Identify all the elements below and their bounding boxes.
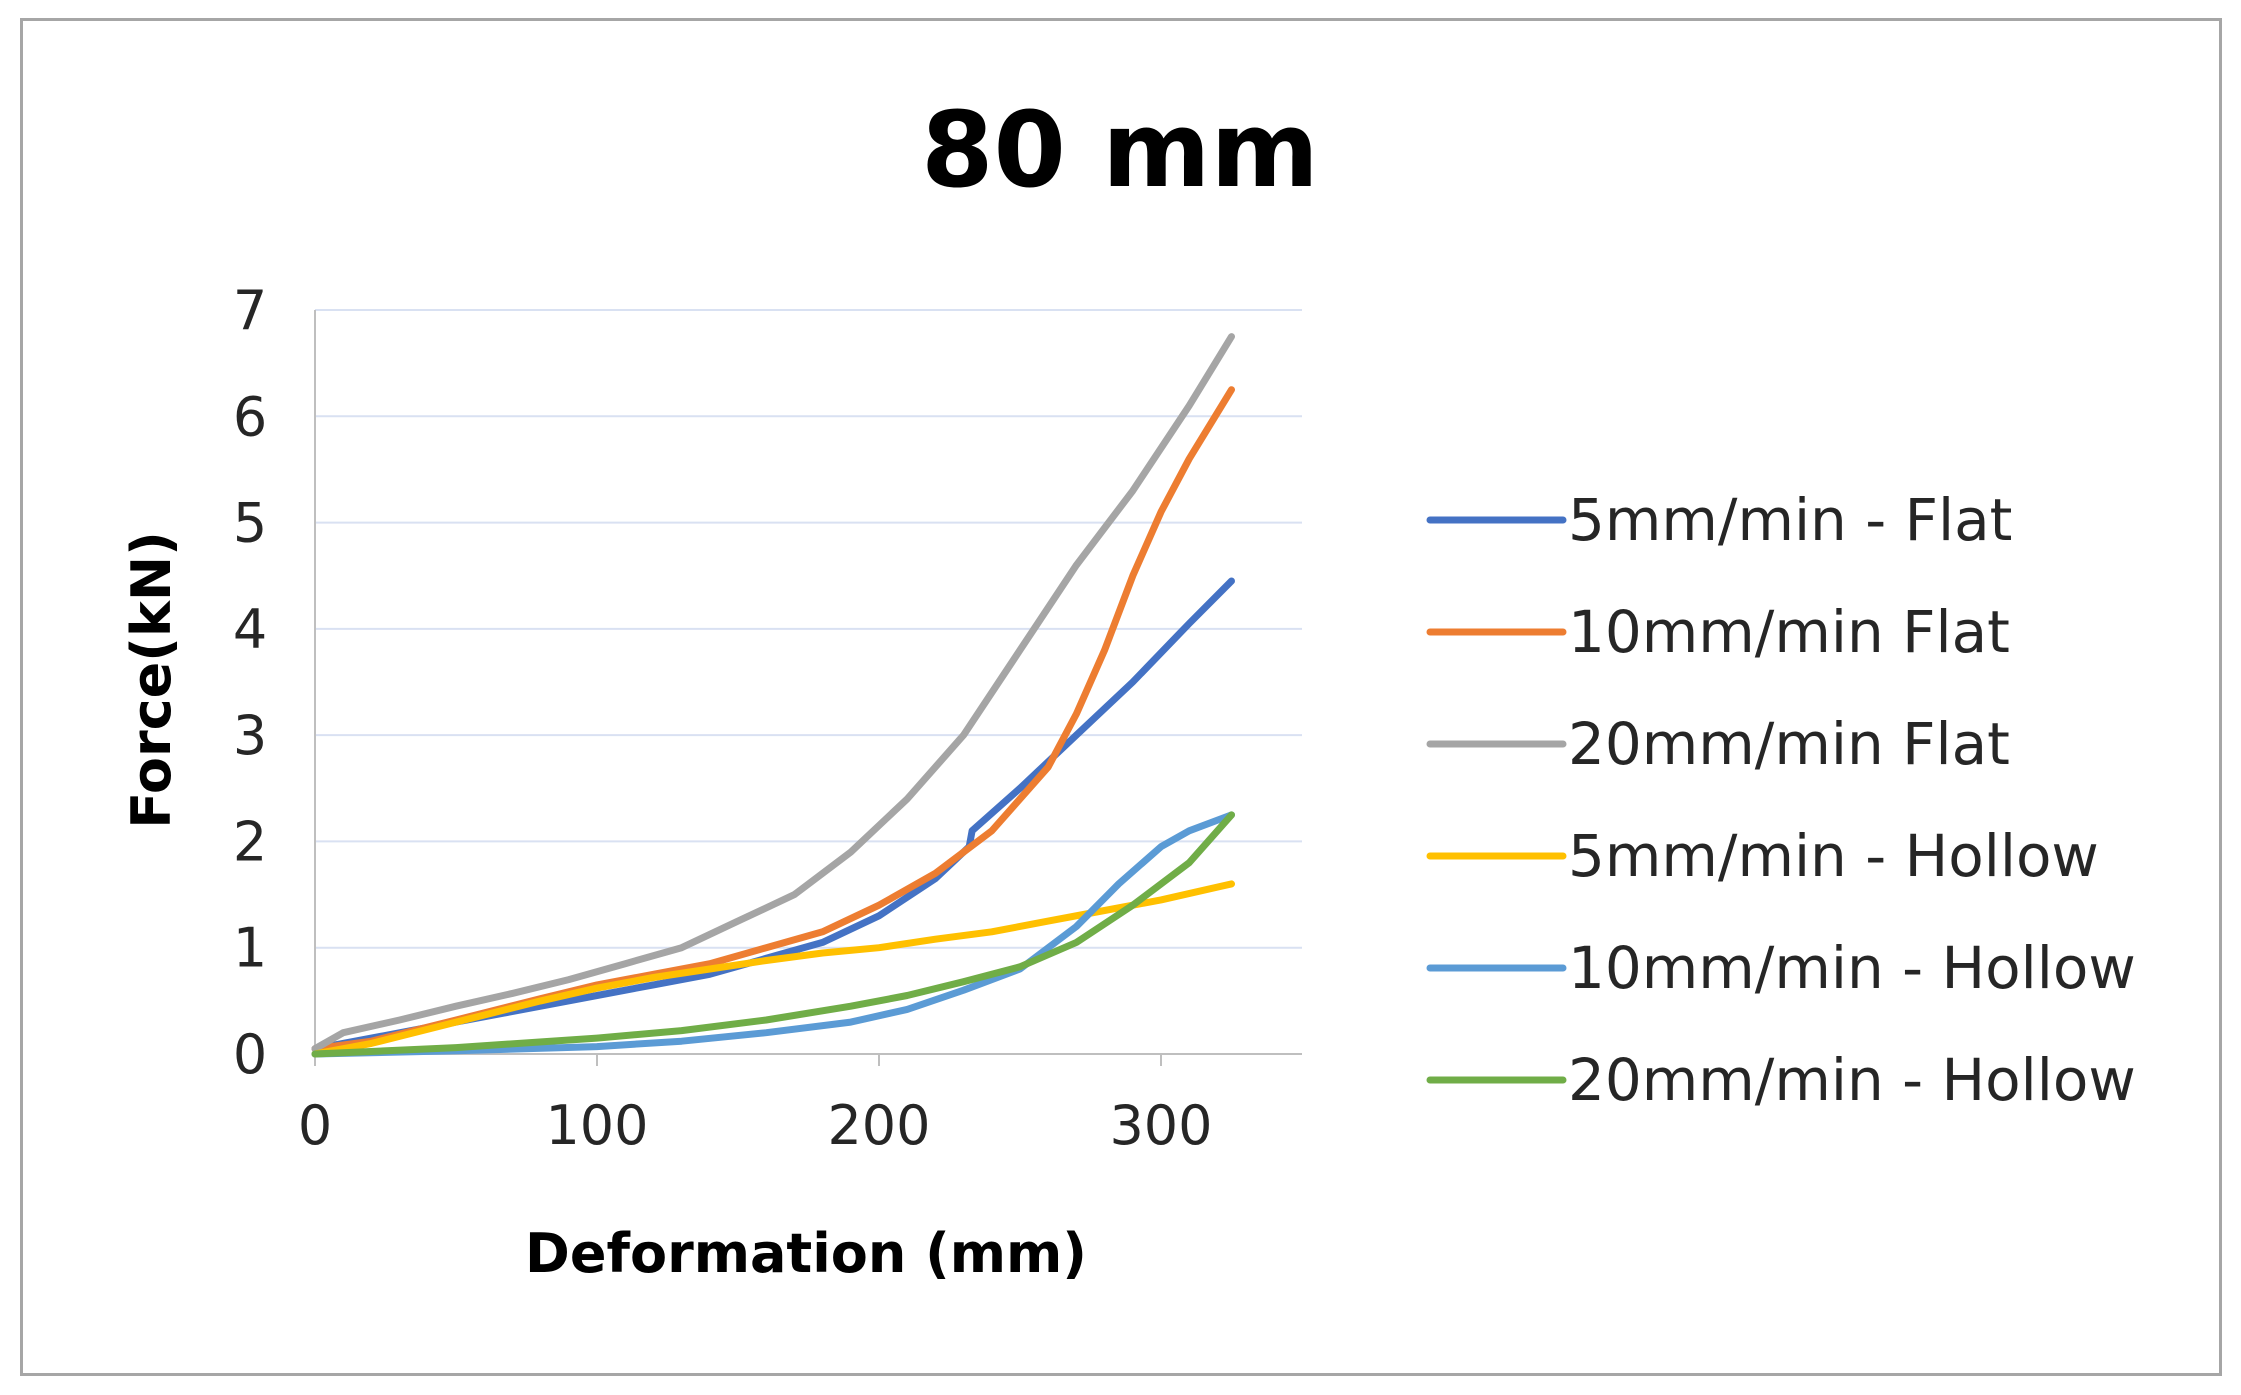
y-tick-label-7: 7 xyxy=(233,279,267,342)
legend-label-1: 5mm/min - Flat xyxy=(1568,486,2012,554)
x-tick-label-0: 0 xyxy=(298,1094,332,1157)
series-line-1 xyxy=(311,577,1235,1053)
legend: 5mm/min - Flat 10mm/min Flat 20mm/min Flat… xyxy=(1426,486,2136,1114)
y-tick-label-0: 0 xyxy=(233,1023,267,1086)
legend-label-4: 5mm/min - Hollow xyxy=(1568,822,2099,890)
y-tick-label-4: 4 xyxy=(233,598,267,661)
legend-label-3: 20mm/min Flat xyxy=(1568,710,2010,778)
x-axis-title: Deformation (mm) xyxy=(525,1222,1087,1285)
x-tick-label-200: 200 xyxy=(827,1094,930,1157)
legend-label-5: 10mm/min - Hollow xyxy=(1568,934,2136,1002)
legend-label-6: 20mm/min - Hollow xyxy=(1568,1046,2136,1114)
chart-title: 80 mm xyxy=(921,89,1319,211)
series-line-6 xyxy=(311,811,1235,1058)
y-axis-title: Force(kN) xyxy=(120,531,183,829)
gridlines xyxy=(315,309,1302,949)
y-tick-label-5: 5 xyxy=(233,492,267,555)
series-lines xyxy=(311,333,1235,1058)
legend-label-2: 10mm/min Flat xyxy=(1568,598,2010,666)
y-tick-label-3: 3 xyxy=(233,704,267,767)
series-line-5 xyxy=(311,811,1235,1058)
y-tick-label-2: 2 xyxy=(233,810,267,873)
series-line-3 xyxy=(311,333,1235,1053)
y-tick-label-1: 1 xyxy=(233,917,267,980)
y-tick-label-6: 6 xyxy=(233,385,267,448)
x-tick-label-100: 100 xyxy=(545,1094,648,1157)
x-tick-label-300: 300 xyxy=(1109,1094,1212,1157)
series-line-4 xyxy=(311,880,1235,1058)
tick-labels: 0 100 200 300 0 1 2 3 4 5 6 7 xyxy=(233,279,1213,1157)
